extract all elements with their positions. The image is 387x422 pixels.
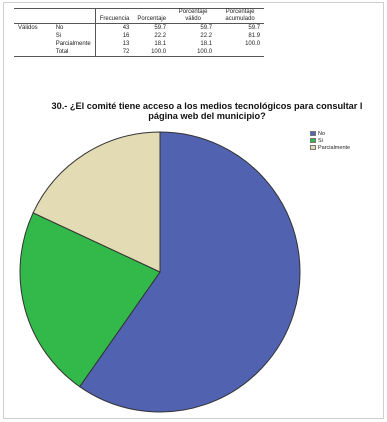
legend-swatch [310,145,316,150]
table-row: Parcialmente 13 18.1 18.1 100.0 [14,40,264,48]
cell-porcentaje: 22.2 [154,33,167,39]
table-row: Válidos No 43 59.7 59.7 59.7 [14,23,264,32]
row-label: Si [55,33,62,39]
pie-slice-no [79,131,301,413]
cell-valido: 18.1 [200,41,213,47]
cell-porcentaje: 18.1 [154,41,167,47]
legend-label: Si [318,137,323,144]
header-porcentaje-valido: Porcentaje válido [170,8,217,24]
legend-label: Parcialmente [318,144,351,151]
row-label: No [55,25,64,31]
header-porcentaje: Porcentaje [133,8,171,24]
cell-acumulado [216,48,265,57]
cell-frecuencia: 13 [94,40,134,48]
row-label: Parcialmente [55,41,91,47]
frequency-table: Frecuencia Porcentaje Porcentaje válido … [14,8,265,57]
group-label: Válidos [18,25,38,31]
header-porcentaje-acumulado: Porcentaje acumulado [216,8,265,24]
legend-label: No [318,130,326,137]
legend-item: No [310,130,350,137]
cell-frecuencia: 72 [94,48,134,57]
row-label: Total [51,48,96,57]
chart-legend: No Si Parcialmente [310,130,350,151]
table-row: Si 16 22.2 22.2 81.9 [14,32,264,40]
pie-slice-parcialmente [32,131,161,273]
cell-acumulado: 59.7 [248,25,261,31]
cell-porcentaje: 59.7 [154,25,167,31]
legend-swatch [310,138,316,143]
chart-title: 30.- ¿El comité tiene acceso a los medio… [22,101,387,121]
chart-title-line-1: 30.- ¿El comité tiene acceso a los medio… [51,101,363,111]
cell-valido: 100.0 [170,48,217,57]
cell-acumulado: 81.9 [248,33,261,39]
cell-acumulado: 100.0 [245,41,261,47]
header-frecuencia: Frecuencia [94,8,134,24]
table-corner [14,8,96,24]
cell-frecuencia: 43 [94,23,134,32]
cell-frecuencia: 16 [94,32,134,40]
legend-swatch [310,131,316,136]
table-row: Total 72 100.0 100.0 [14,48,265,57]
pie-slice-si [19,212,161,388]
cell-porcentaje: 100.0 [133,48,171,57]
cell-valido: 22.2 [200,33,213,39]
legend-item: Si [310,137,350,144]
cell-valido: 59.7 [200,25,213,31]
legend-item: Parcialmente [310,144,350,151]
chart-title-line-2: página web del municipio? [148,111,266,121]
